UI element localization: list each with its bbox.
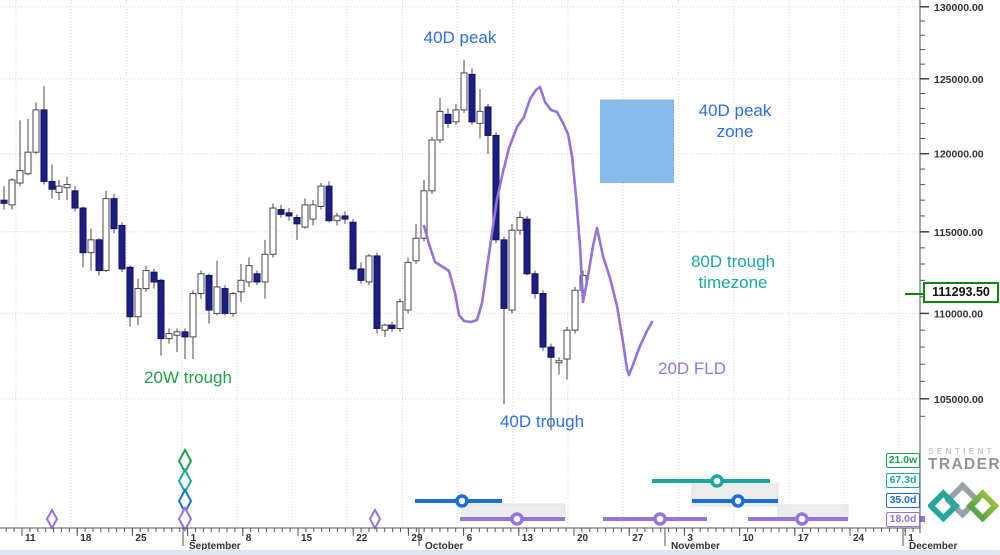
cycle-length-badge-35-0d[interactable]: 35.0d	[886, 493, 920, 508]
svg-text:18: 18	[80, 533, 92, 544]
fld-line[interactable]	[422, 85, 654, 377]
cycle-trough-marker	[731, 494, 745, 508]
svg-text:1: 1	[908, 533, 914, 544]
logo-text-trader: TRADER	[928, 456, 1000, 473]
sentient-trader-logo: SENTIENT TRADER	[928, 446, 1000, 527]
annotation-20w-trough[interactable]: 20W trough	[144, 368, 232, 387]
past-trough-diamond	[45, 507, 59, 531]
month-label: November	[671, 541, 720, 552]
annotation-20d-fld[interactable]: 20D FLD	[657, 359, 727, 378]
annotation-40d-trough[interactable]: 40D trough	[499, 412, 585, 431]
svg-text:130000.00: 130000.00	[934, 2, 984, 14]
svg-text:29: 29	[411, 533, 423, 544]
month-label: September	[189, 541, 241, 552]
cycle-length-badge-18-0d[interactable]: 18.0d	[886, 512, 920, 527]
past-trough-diamond	[368, 507, 382, 531]
svg-text:115000.00: 115000.00	[934, 227, 983, 239]
svg-text:8: 8	[246, 533, 252, 544]
svg-text:110000.00: 110000.00	[934, 308, 983, 320]
svg-text:17: 17	[798, 533, 810, 544]
window-edge-strip	[0, 550, 1000, 555]
logo-text-sentient: SENTIENT	[928, 446, 995, 456]
svg-text:1: 1	[191, 533, 197, 544]
svg-text:105000.00: 105000.00	[934, 394, 984, 406]
svg-text:20: 20	[577, 533, 589, 544]
cycle-length-badge-67-3d[interactable]: 67.3d	[886, 473, 920, 488]
svg-text:24: 24	[853, 533, 865, 544]
svg-text:15: 15	[301, 533, 313, 544]
cycle-length-badge-21-0w[interactable]: 21.0w	[886, 453, 920, 468]
cycle-panel	[45, 447, 925, 533]
cycle-trough-marker	[653, 512, 667, 526]
price-axis: 130000.00 125000.00 120000.00 115000.00 1100…	[905, 0, 984, 533]
svg-text:13: 13	[522, 533, 534, 544]
svg-text:22: 22	[356, 533, 368, 544]
current-price-box: 111293.50	[923, 282, 999, 303]
svg-text:3: 3	[687, 533, 693, 544]
svg-text:10: 10	[743, 533, 755, 544]
annotation-40d-peak-zone[interactable]: 40D peak zone	[698, 101, 772, 141]
svg-text:25: 25	[135, 533, 147, 544]
svg-text:11: 11	[25, 533, 36, 544]
svg-text:125000.00: 125000.00	[934, 74, 984, 86]
annotation-40d-peak[interactable]: 40D peak	[423, 28, 497, 47]
annotation-80d-trough-timezone[interactable]: 80D trough timezone	[690, 252, 776, 292]
gridlines	[0, 0, 920, 528]
peak-zone-rect[interactable]	[600, 99, 674, 184]
svg-text:120000.00: 120000.00	[934, 149, 984, 161]
svg-text:27: 27	[632, 533, 644, 544]
cycle-trough-marker	[710, 474, 724, 488]
month-label: October	[425, 541, 463, 552]
past-trough-diamond	[177, 505, 193, 533]
candlesticks	[0, 59, 587, 431]
cycle-trough-marker	[795, 512, 809, 526]
cycle-trough-marker	[455, 494, 469, 508]
logo-mark-icon	[928, 481, 1000, 523]
month-label: December	[909, 541, 957, 552]
svg-text:6: 6	[467, 533, 473, 544]
cycle-trough-marker	[510, 512, 524, 526]
